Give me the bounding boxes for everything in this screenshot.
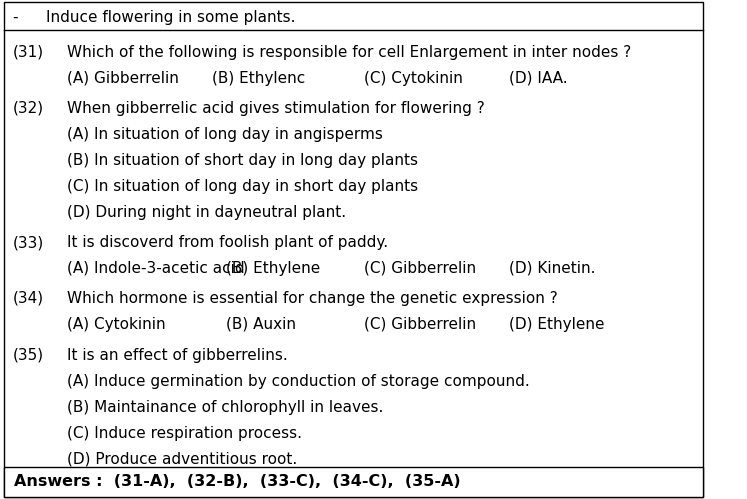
Text: Induce flowering in some plants.: Induce flowering in some plants. bbox=[46, 10, 295, 25]
Text: (C) In situation of long day in short day plants: (C) In situation of long day in short da… bbox=[67, 179, 418, 194]
Text: (A) In situation of long day in angisperms: (A) In situation of long day in angisper… bbox=[67, 127, 383, 142]
Text: -: - bbox=[13, 10, 18, 25]
Text: (D) Kinetin.: (D) Kinetin. bbox=[509, 261, 595, 276]
Bar bbox=[4, 467, 703, 497]
Text: (A) Cytokinin: (A) Cytokinin bbox=[67, 317, 166, 332]
Text: (32): (32) bbox=[13, 101, 44, 116]
Text: (35): (35) bbox=[13, 348, 44, 363]
Text: (C) Induce respiration process.: (C) Induce respiration process. bbox=[67, 426, 302, 441]
Text: (C) Cytokinin: (C) Cytokinin bbox=[364, 71, 463, 86]
Text: (B) Ethylene: (B) Ethylene bbox=[226, 261, 320, 276]
Text: (33): (33) bbox=[13, 235, 44, 250]
Text: (D) IAA.: (D) IAA. bbox=[509, 71, 568, 86]
Text: It is discoverd from foolish plant of paddy.: It is discoverd from foolish plant of pa… bbox=[67, 235, 388, 250]
Text: (C) Gibberrelin: (C) Gibberrelin bbox=[364, 317, 476, 332]
Text: (A) Indole-3-acetic acid: (A) Indole-3-acetic acid bbox=[67, 261, 245, 276]
Text: (B) In situation of short day in long day plants: (B) In situation of short day in long da… bbox=[67, 153, 418, 168]
Text: (A) Induce germination by conduction of storage compound.: (A) Induce germination by conduction of … bbox=[67, 374, 530, 389]
Text: Which of the following is responsible for cell Enlargement in inter nodes ?: Which of the following is responsible fo… bbox=[67, 45, 631, 60]
Text: Which hormone is essential for change the genetic expression ?: Which hormone is essential for change th… bbox=[67, 291, 558, 306]
Text: (31): (31) bbox=[13, 45, 44, 60]
Text: (D) Produce adventitious root.: (D) Produce adventitious root. bbox=[67, 452, 297, 467]
Text: (B) Maintainance of chlorophyll in leaves.: (B) Maintainance of chlorophyll in leave… bbox=[67, 400, 383, 415]
Text: (A) Gibberrelin: (A) Gibberrelin bbox=[67, 71, 179, 86]
Text: (34): (34) bbox=[13, 291, 44, 306]
Text: (D) During night in dayneutral plant.: (D) During night in dayneutral plant. bbox=[67, 205, 347, 220]
Text: (C) Gibberrelin: (C) Gibberrelin bbox=[364, 261, 476, 276]
Text: Answers :  (31-A),  (32-B),  (33-C),  (34-C),  (35-A): Answers : (31-A), (32-B), (33-C), (34-C)… bbox=[14, 474, 461, 489]
Text: It is an effect of gibberrelins.: It is an effect of gibberrelins. bbox=[67, 348, 288, 363]
Text: (B) Ethylenc: (B) Ethylenc bbox=[212, 71, 306, 86]
Text: (D) Ethylene: (D) Ethylene bbox=[509, 317, 604, 332]
Text: (B) Auxin: (B) Auxin bbox=[226, 317, 296, 332]
Text: When gibberrelic acid gives stimulation for flowering ?: When gibberrelic acid gives stimulation … bbox=[67, 101, 485, 116]
